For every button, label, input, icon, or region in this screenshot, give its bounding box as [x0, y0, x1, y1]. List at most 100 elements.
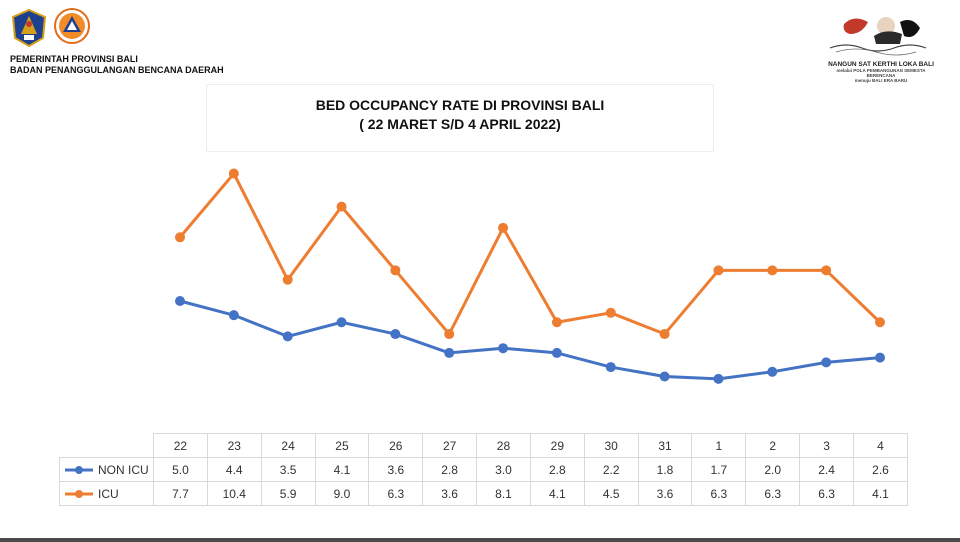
data-label-icu: 3.6 [637, 481, 693, 506]
chart-title-box: BED OCCUPANCY RATE DI PROVINSI BALI ( 22… [206, 84, 714, 152]
organization-name: PEMERINTAH PROVINSI BALI BADAN PENANGGUL… [10, 54, 224, 76]
data-point-non-icu-26 [390, 329, 401, 340]
data-label-non-icu: 4.4 [206, 457, 262, 482]
slogan-sub-1: melalui POLA PEMBANGUNAN SEMESTA [836, 68, 926, 73]
slogan-text: NANGUN SAT KERTHI LOKA BALI [828, 61, 934, 68]
legend-marker-icu [65, 490, 93, 499]
data-point-icu-1 [713, 265, 724, 276]
data-label-icu: 9.0 [314, 481, 370, 506]
data-label-non-icu: 2.6 [852, 457, 909, 482]
data-point-icu-4 [875, 317, 885, 328]
data-label-non-icu: 1.7 [691, 457, 747, 482]
bpbd-logo [54, 8, 90, 44]
slogan-sub-3: menuju BALI ERA BARU [854, 78, 908, 83]
data-point-non-icu-31 [659, 371, 670, 382]
x-tick-label: 2 [745, 433, 801, 458]
data-point-non-icu-24 [282, 331, 293, 342]
data-label-non-icu: 3.5 [260, 457, 316, 482]
data-point-non-icu-30 [605, 362, 616, 373]
logo-group [10, 8, 224, 48]
data-label-icu: 6.3 [799, 481, 854, 506]
x-tick-label: 24 [260, 433, 316, 458]
chart-subtitle: ( 22 MARET S/D 4 APRIL 2022) [359, 116, 561, 132]
x-tick-label: 26 [368, 433, 424, 458]
x-tick-label: 23 [206, 433, 262, 458]
data-point-non-icu-25 [336, 317, 347, 328]
data-label-non-icu: 2.4 [799, 457, 854, 482]
data-point-icu-3 [821, 265, 832, 276]
table-corner-cell [59, 433, 154, 458]
data-point-non-icu-2 [767, 366, 778, 377]
series-line-non-icu [179, 299, 881, 381]
data-label-non-icu: 5.0 [153, 457, 208, 482]
data-point-icu-31 [659, 329, 670, 340]
data-point-icu-30 [605, 307, 616, 318]
data-label-non-icu: 2.0 [745, 457, 801, 482]
header-right: NANGUN SAT KERTHI LOKA BALI melalui POLA… [816, 12, 946, 83]
x-tick-label: 4 [852, 433, 909, 458]
data-point-non-icu-1 [713, 373, 724, 384]
legend-entry-icu: ICU [59, 481, 154, 506]
data-point-non-icu-23 [228, 310, 239, 321]
data-label-icu: 6.3 [368, 481, 424, 506]
data-label-non-icu: 2.8 [422, 457, 478, 482]
slogan-sub-2: BERENCANA [866, 73, 896, 78]
data-label-non-icu: 2.2 [583, 457, 639, 482]
governor-slogan-art [829, 17, 927, 56]
data-label-icu: 8.1 [476, 481, 531, 506]
data-label-non-icu: 2.8 [529, 457, 585, 482]
data-point-icu-29 [551, 317, 562, 328]
data-point-icu-22 [175, 232, 185, 243]
org-line-2: BADAN PENANGGULANGAN BENCANA DAERAH [10, 65, 224, 75]
table-row-icu: ICU 7.7 10.4 5.9 9.0 6.3 3.6 8.1 4.1 4.5 3.6 6.3 6.3… [59, 481, 909, 506]
data-point-non-icu-4 [875, 352, 885, 363]
table-row-non-icu: NON ICU 5.0 4.4 3.5 4.1 3.6 2.8 3.0 2.8 2.2 1.8 1.7… [59, 457, 909, 482]
data-label-icu: 7.7 [153, 481, 208, 506]
x-tick-label: 31 [637, 433, 693, 458]
x-tick-label: 3 [799, 433, 854, 458]
data-label-non-icu: 1.8 [637, 457, 693, 482]
data-point-icu-26 [390, 265, 401, 276]
x-tick-label: 29 [529, 433, 585, 458]
header-left: PEMERINTAH PROVINSI BALI BADAN PENANGGUL… [10, 8, 224, 76]
data-point-icu-24 [282, 274, 293, 285]
x-tick-label: 27 [422, 433, 478, 458]
data-label-icu: 3.6 [422, 481, 478, 506]
data-label-icu: 6.3 [745, 481, 801, 506]
x-tick-label: 25 [314, 433, 370, 458]
data-point-non-icu-28 [498, 343, 509, 354]
table-row-categories: 22 23 24 25 26 27 28 29 30 31 1 2 3 4 [59, 433, 909, 458]
data-label-icu: 5.9 [260, 481, 316, 506]
data-label-non-icu: 3.0 [476, 457, 531, 482]
bali-province-emblem-logo [11, 8, 47, 48]
data-point-icu-28 [498, 222, 509, 233]
x-tick-label: 28 [476, 433, 531, 458]
data-label-icu: 10.4 [206, 481, 262, 506]
legend-label-non-icu: NON ICU [98, 462, 149, 477]
x-tick-label: 22 [153, 433, 208, 458]
data-point-icu-27 [444, 329, 455, 340]
data-label-icu: 4.5 [583, 481, 639, 506]
legend-marker-non-icu [65, 466, 93, 475]
series-line-icu [178, 172, 882, 336]
org-line-1: PEMERINTAH PROVINSI BALI [10, 54, 138, 64]
x-tick-label: 30 [583, 433, 639, 458]
legend-label-icu: ICU [98, 486, 119, 501]
data-label-icu: 6.3 [691, 481, 747, 506]
data-table: 22 23 24 25 26 27 28 29 30 31 1 2 3 4 NON ICU 5.0 4.4 3.5… [59, 433, 909, 506]
data-point-non-icu-27 [444, 347, 455, 358]
data-point-non-icu-3 [821, 357, 832, 368]
data-point-non-icu-29 [551, 347, 562, 358]
data-label-icu: 4.1 [529, 481, 585, 506]
legend-entry-non-icu: NON ICU [59, 457, 154, 482]
data-point-non-icu-22 [175, 296, 185, 306]
data-label-non-icu: 4.1 [314, 457, 370, 482]
data-point-icu-23 [228, 168, 239, 179]
data-label-non-icu: 3.6 [368, 457, 424, 482]
data-label-icu: 4.1 [852, 481, 909, 506]
x-tick-label: 1 [691, 433, 747, 458]
chart-title: BED OCCUPANCY RATE DI PROVINSI BALI [315, 97, 605, 113]
data-point-icu-2 [767, 265, 778, 276]
bottom-bar [0, 538, 960, 542]
